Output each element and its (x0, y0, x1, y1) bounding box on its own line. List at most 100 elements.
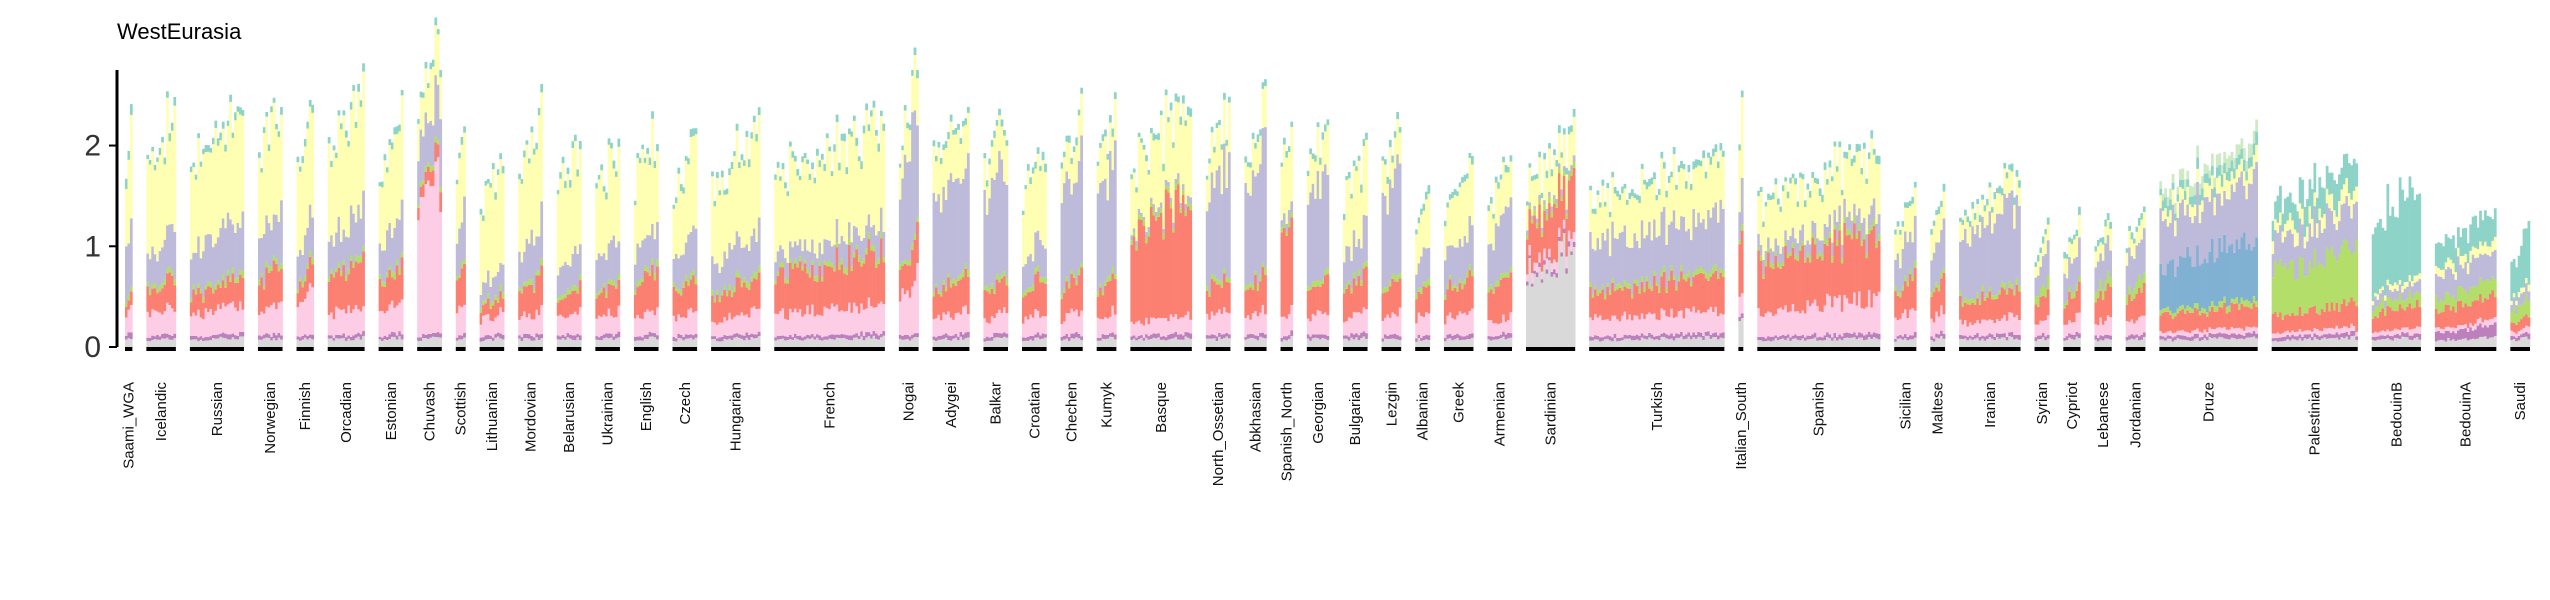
sample-bar-segment (422, 196, 425, 334)
sample-bar-segment (298, 249, 302, 278)
sample-bar-segment (1653, 271, 1656, 276)
sample-bar-segment (1365, 139, 1368, 216)
sample-bar-segment (226, 125, 230, 213)
sample-bar-segment (1599, 293, 1602, 316)
sample-bar-segment (156, 339, 159, 347)
sample-bar-segment (2208, 327, 2212, 334)
sample-bar-segment (1694, 159, 1698, 168)
sample-bar-segment (1113, 314, 1117, 335)
sample-bar-segment (813, 177, 817, 184)
sample-bar-segment (1562, 166, 1566, 172)
sample-bar-segment (501, 292, 505, 299)
sample-bar-segment (1853, 155, 1856, 163)
sample-bar-segment (1550, 211, 1554, 218)
sample-bar-segment (1443, 260, 1447, 296)
sample-bar-segment (1254, 338, 1257, 347)
sample-bar-segment (733, 292, 736, 317)
sample-bar-segment (1821, 194, 1824, 203)
sample-bar-segment (653, 273, 657, 281)
sample-bar-segment (2063, 308, 2067, 325)
sample-bar-segment (1643, 338, 1647, 347)
sample-bar-segment (855, 249, 859, 307)
sample-bar-segment (716, 289, 719, 296)
sample-bar-segment (605, 199, 608, 261)
sample-bar-segment (424, 171, 428, 185)
sample-bar-segment (1998, 294, 2002, 322)
sample-bar-segment (1894, 291, 1897, 318)
sample-bar-segment (1991, 320, 1994, 335)
sample-bar-segment (2220, 333, 2224, 338)
sample-bar-segment (633, 205, 637, 265)
sample-bar-segment (1643, 179, 1647, 185)
sample-bar-segment (1003, 181, 1006, 272)
sample-bar-segment (1533, 270, 1537, 274)
sample-bar-segment (1077, 160, 1081, 269)
sample-bar-segment (236, 282, 240, 312)
sample-bar-segment (2183, 335, 2187, 340)
sample-bar-segment (1840, 189, 1844, 196)
sample-bar-segment (1063, 157, 1066, 184)
sample-bar-segment (1687, 164, 1691, 173)
sample-bar-segment (1940, 278, 1943, 306)
sample-bar-segment (2133, 323, 2136, 336)
sample-bar-segment (1680, 310, 1683, 332)
sample-bar-segment (808, 173, 812, 180)
sample-bar-segment (576, 253, 580, 288)
sample-bar-segment (1352, 272, 1356, 279)
sample-bar-segment (1386, 176, 1390, 184)
sample-bar-segment (1321, 314, 1325, 335)
sample-bar-segment (1142, 225, 1146, 326)
sample-bar-segment (1164, 95, 1168, 180)
sample-bar-segment (1132, 168, 1136, 173)
sample-bar-segment (1443, 341, 1447, 347)
sample-bar-segment (1553, 155, 1556, 196)
sample-bar-segment (1386, 336, 1390, 339)
sample-bar-segment (2228, 181, 2231, 200)
sample-bar-segment (1350, 198, 1354, 261)
sample-bar-segment (2099, 253, 2103, 280)
sample-bar-segment (1971, 226, 1975, 298)
sample-bar-segment (1223, 143, 1226, 269)
sample-bar-segment (877, 339, 881, 347)
sample-bar-segment (838, 269, 841, 312)
sample-bar-segment (262, 334, 266, 339)
sample-bar-segment (825, 239, 829, 263)
sample-bar-segment (1811, 334, 1815, 339)
sample-bar-segment (1137, 136, 1141, 209)
sample-bar-segment (2188, 333, 2192, 338)
sample-bar-segment (1611, 337, 1615, 342)
sample-bar-segment (1492, 293, 1496, 324)
sample-bar-segment (964, 338, 968, 347)
sample-bar-segment (1971, 208, 1975, 227)
sample-bar-segment (954, 134, 958, 179)
sample-bar-segment (2041, 320, 2045, 333)
sample-bar-segment (1714, 151, 1718, 203)
sample-bar-segment (260, 273, 264, 278)
sample-bar-segment (1357, 238, 1361, 270)
sample-bar-segment (1699, 332, 1703, 338)
sample-bar-segment (173, 96, 177, 106)
sample-bar-segment (482, 282, 485, 301)
sample-bar-segment (848, 302, 851, 336)
sample-bar-segment (1709, 334, 1713, 339)
sample-bar-segment (1167, 339, 1170, 347)
sample-bar-segment (1601, 289, 1605, 321)
sample-bar-segment (347, 268, 351, 275)
sample-bar-segment (525, 338, 529, 347)
sample-bar-segment (1870, 230, 1874, 308)
sample-bar-segment (935, 318, 938, 338)
sample-bar-segment (993, 337, 997, 347)
sample-bar-segment (1113, 339, 1117, 347)
sample-bar-segment (1458, 187, 1462, 239)
sample-bar-segment (1738, 240, 1742, 245)
sample-bar-segment (942, 312, 946, 335)
sample-bar-segment (872, 307, 876, 332)
sample-bar-segment (327, 137, 331, 144)
sample-bar-segment (168, 141, 172, 225)
sample-bar-segment (1712, 333, 1715, 338)
sample-bar-segment (1264, 79, 1267, 87)
sample-bar-segment (750, 236, 754, 278)
sample-bar-segment (357, 83, 360, 92)
sample-bar-segment (332, 273, 336, 278)
sample-bar-segment (2220, 301, 2224, 308)
